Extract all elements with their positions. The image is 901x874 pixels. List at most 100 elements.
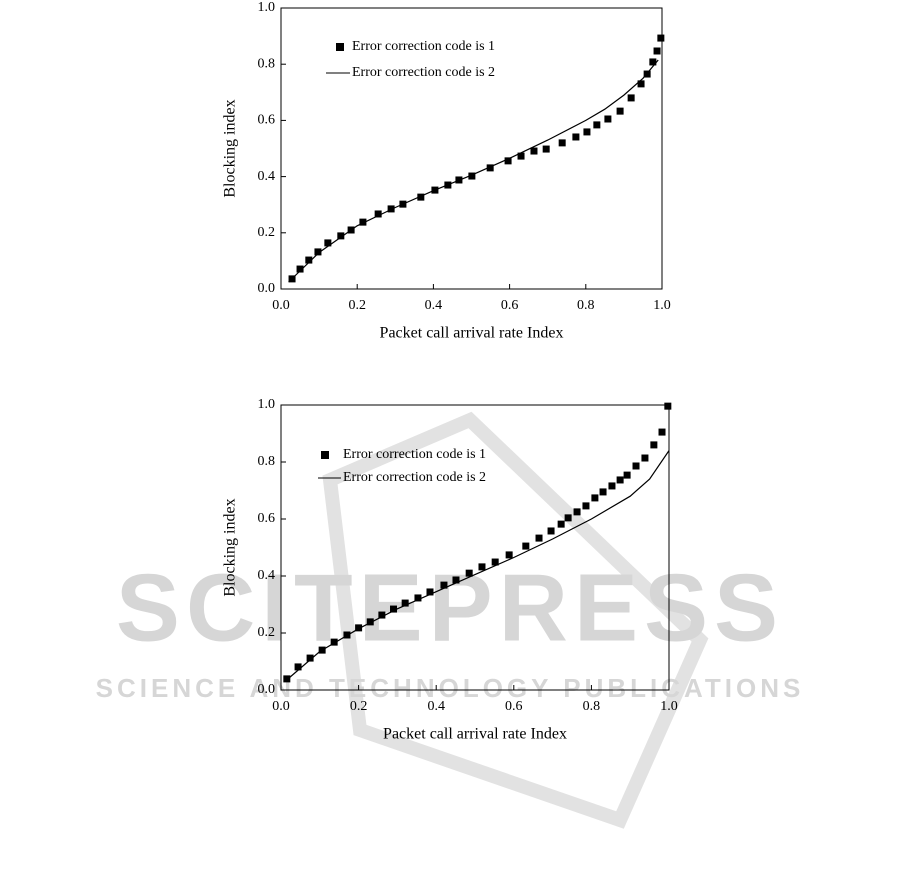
marker [535, 534, 543, 542]
watermark: SCITEPRESS SCIENCE AND TECHNOLOGY PUBLIC… [96, 411, 805, 829]
legend-label: Error correction code is 1 [343, 447, 486, 462]
marker [530, 147, 538, 155]
plot-frame [280, 7, 663, 290]
x-tick-label: 0.6 [501, 298, 519, 313]
watermark-title: SCITEPRESS [116, 554, 784, 661]
marker [414, 594, 422, 602]
y-tick-label: 0.4 [258, 568, 276, 583]
legend-label: Error correction code is 2 [343, 470, 486, 485]
y-tick-label: 0.0 [258, 281, 276, 296]
marker [330, 638, 338, 646]
marker [314, 248, 322, 256]
marker [547, 527, 555, 535]
y-tick-label: 0.8 [258, 454, 276, 469]
marker [426, 588, 434, 596]
y-tick-label: 0.4 [258, 169, 276, 184]
marker [305, 256, 313, 264]
marker [337, 232, 345, 240]
y-tick-label: 1.0 [258, 0, 276, 15]
marker [478, 563, 486, 571]
legend-marker [321, 451, 329, 459]
marker [522, 542, 530, 550]
marker [491, 558, 499, 566]
legend-marker [336, 43, 344, 51]
marker [366, 618, 374, 626]
legend-label: Error correction code is 1 [352, 39, 495, 54]
marker [604, 115, 612, 123]
marker [650, 441, 658, 449]
x-tick-label: 0.6 [505, 699, 523, 714]
marker [294, 663, 302, 671]
watermark-shape [322, 411, 709, 829]
marker [401, 599, 409, 607]
marker [558, 139, 566, 147]
marker [599, 488, 607, 496]
marker [465, 569, 473, 577]
marker [616, 476, 624, 484]
marker [378, 611, 386, 619]
marker [583, 128, 591, 136]
line [284, 450, 670, 682]
marker [283, 675, 291, 683]
marker [593, 121, 601, 129]
marker [504, 157, 512, 165]
marker [324, 239, 332, 247]
y-tick-label: 0.2 [258, 625, 276, 640]
marker [658, 428, 666, 436]
marker [468, 172, 476, 180]
y-tick-label: 0.2 [258, 225, 276, 240]
x-tick-label: 0.2 [348, 298, 366, 313]
marker [374, 210, 382, 218]
chart: 0.0 0.2 0.4 0.6 0.8 1.0 0.0 0.2 0.4 0.6 0.8 1.0 Pack… [222, 0, 671, 341]
marker [564, 514, 572, 522]
marker [623, 471, 631, 479]
watermark-subtitle: SCIENCE AND TECHNOLOGY PUBLICATIONS [96, 673, 805, 703]
x-tick-label: 0.2 [350, 699, 368, 714]
marker [627, 94, 635, 102]
x-tick-label: 1.0 [660, 699, 678, 714]
y-tick-label: 0.8 [258, 56, 276, 71]
marker [572, 133, 580, 141]
marker [355, 624, 363, 632]
x-tick-label: 0.4 [427, 699, 445, 714]
x-tick-label: 0.0 [272, 699, 290, 714]
marker [637, 80, 645, 88]
x-tick-label: 0.0 [272, 298, 290, 313]
marker [359, 218, 367, 226]
marker [505, 551, 513, 559]
marker [649, 58, 657, 66]
marker [486, 164, 494, 172]
marker [542, 145, 550, 153]
chart: 0.0 0.2 0.4 0.6 0.8 1.0 0.0 0.2 0.4 0.6 0.8 1.0 Pack… [222, 397, 678, 742]
marker [608, 482, 616, 490]
marker [591, 494, 599, 502]
marker [452, 576, 460, 584]
x-tick-label: 0.4 [425, 298, 443, 313]
marker [573, 508, 581, 516]
marker [664, 402, 672, 410]
marker [517, 152, 525, 160]
x-axis-label: Packet call arrival rate Index [380, 325, 564, 342]
marker [632, 462, 640, 470]
marker [657, 34, 665, 42]
plot-frame [280, 404, 670, 691]
y-tick-label: 0.6 [258, 113, 276, 128]
x-tick-label: 1.0 [653, 298, 671, 313]
marker [616, 107, 624, 115]
y-axis-label: Blocking index [222, 498, 239, 596]
marker [306, 654, 314, 662]
marker [653, 47, 661, 55]
y-tick-label: 1.0 [258, 397, 276, 412]
y-tick-label: 0.6 [258, 511, 276, 526]
marker [296, 265, 304, 273]
legend-label: Error correction code is 2 [352, 65, 495, 80]
x-tick-label: 0.8 [583, 699, 601, 714]
x-tick-label: 0.8 [577, 298, 595, 313]
marker [440, 581, 448, 589]
marker [557, 520, 565, 528]
marker [390, 605, 398, 613]
marker [582, 502, 590, 510]
marker [417, 193, 425, 201]
line [288, 59, 659, 283]
